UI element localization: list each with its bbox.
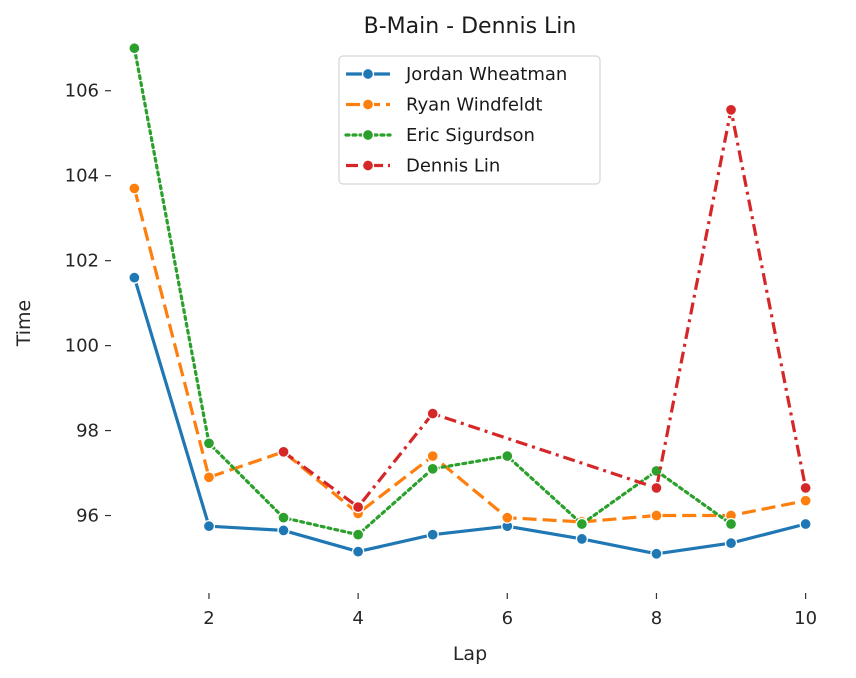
x-tick-label-2: 6 [502,608,513,629]
data-point-jordan-wheatman-3 [351,545,365,558]
data-point-dennis-lin-3 [650,481,663,495]
series-jordan-wheatman [128,271,812,560]
legend-marker-jordan-wheatman [361,67,375,81]
data-point-eric-sigurdson-1 [202,437,216,450]
data-point-jordan-wheatman-7 [650,547,663,560]
data-point-eric-sigurdson-4 [426,462,439,475]
data-point-ryan-windfeldt-5 [501,511,514,524]
data-point-dennis-lin-2 [426,407,439,420]
legend-label-jordan-wheatman: Jordan Wheatman [405,64,567,85]
data-point-eric-sigurdson-2 [277,511,290,524]
y-axis: 96 98 100 102 104 106 [65,81,111,527]
series-ryan-windfeldt [128,182,812,529]
data-point-jordan-wheatman-2 [277,524,290,537]
legend-label-eric-sigurdson: Eric Sigurdson [406,125,535,146]
x-tick-label-0: 2 [203,608,214,629]
data-point-ryan-windfeldt-4 [426,449,439,463]
legend-frame [338,55,601,185]
x-tick-label-1: 4 [352,608,363,629]
data-point-dennis-lin-1 [351,500,365,514]
x-axis: 2 4 6 8 10 [203,593,817,629]
y-axis-label: Time [13,300,35,348]
legend-marker-ryan-windfeldt [361,98,375,111]
legend-marker-dennis-lin [361,159,375,172]
data-point-dennis-lin-4 [724,103,738,116]
x-tick-label-3: 8 [651,608,662,629]
data-point-ryan-windfeldt-1 [202,471,216,484]
data-point-jordan-wheatman-8 [724,536,738,550]
legend-label-dennis-lin: Dennis Lin [406,156,500,177]
y-tick-label-4: 104 [65,166,99,187]
y-tick-label-0: 96 [76,506,99,527]
data-point-jordan-wheatman-0 [128,271,141,284]
y-tick-label-2: 100 [65,336,99,357]
data-point-dennis-lin-5 [799,481,812,495]
legend-marker-eric-sigurdson [361,128,375,142]
data-point-eric-sigurdson-8 [724,517,738,531]
data-point-jordan-wheatman-1 [202,520,216,533]
data-point-ryan-windfeldt-7 [650,509,663,522]
legend-label-ryan-windfeldt: Ryan Windfeldt [406,95,542,116]
data-point-jordan-wheatman-4 [426,528,439,541]
y-tick-label-3: 102 [65,251,99,272]
plot-area [128,42,812,560]
data-point-jordan-wheatman-6 [575,532,589,546]
series-line-ryan-windfeldt [132,187,806,524]
series-line-jordan-wheatman [132,277,806,556]
series-eric-sigurdson [128,42,738,541]
data-point-ryan-windfeldt-9 [799,494,812,507]
chart-title: B-Main - Dennis Lin [364,14,577,39]
y-tick-label-5: 106 [65,81,99,102]
data-point-eric-sigurdson-5 [501,449,514,463]
x-tick-label-4: 10 [794,608,817,629]
series-dennis-lin [277,103,812,514]
data-point-jordan-wheatman-9 [799,517,812,531]
data-point-eric-sigurdson-0 [128,42,141,55]
legend: Jordan Wheatman Ryan Windfeldt Eric Sigurd… [338,55,601,185]
data-point-eric-sigurdson-6 [575,517,589,531]
data-point-eric-sigurdson-3 [351,528,365,541]
data-point-ryan-windfeldt-0 [128,182,141,195]
data-point-dennis-lin-0 [277,445,290,458]
y-tick-label-1: 98 [76,421,99,442]
series-line-dennis-lin [282,108,808,509]
x-axis-label: Lap [453,643,487,665]
